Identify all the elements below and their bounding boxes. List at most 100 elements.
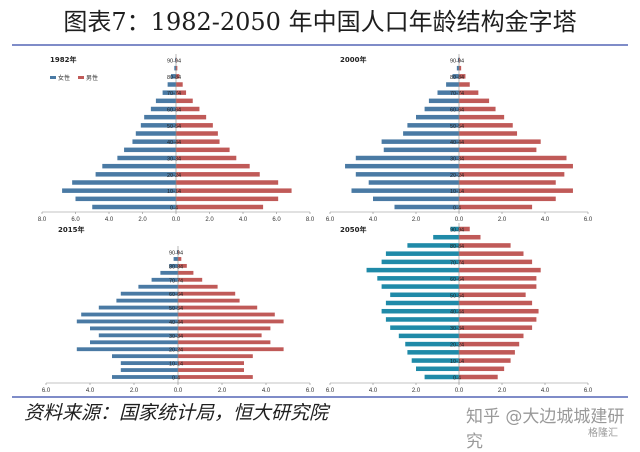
female-bar-15-19: [72, 180, 176, 185]
age-label-90-94: 90-94: [450, 59, 464, 65]
age-label-60-64: 60-64: [167, 108, 181, 114]
age-label-40-44: 40-44: [169, 320, 183, 326]
age-label-20-24: 20-24: [167, 173, 181, 179]
female-bar-50-54: [140, 123, 176, 128]
x-tick-label: 2.0: [412, 388, 421, 394]
male-bar-75-79: [178, 270, 194, 275]
chart-title: 2050年: [340, 225, 366, 234]
x-tick-label: 2.0: [498, 217, 507, 223]
female-bar-15-19: [368, 180, 459, 185]
legend-swatch-male: [78, 76, 84, 79]
age-label-50-54: 50-54: [169, 306, 183, 312]
female-bar-5-9: [120, 368, 178, 372]
female-bar-80-84: [169, 263, 178, 268]
male-bar-50-54: [459, 123, 513, 128]
male-bar-55-59: [176, 114, 207, 120]
female-bar-85-89: [433, 234, 459, 240]
female-bar-75-79: [446, 82, 459, 87]
female-bar-60-64: [150, 106, 176, 112]
age-label-0-4: 0-4: [453, 376, 461, 382]
male-bar-50-54: [459, 292, 526, 298]
male-bar-40-44: [459, 308, 539, 314]
female-bar-30-34: [390, 325, 459, 330]
age-label-60-64: 60-64: [450, 277, 464, 283]
female-bar-45-49: [403, 131, 459, 136]
age-label-70-74: 70-74: [169, 278, 183, 284]
male-bar-75-79: [176, 82, 183, 87]
age-label-80-84: 80-84: [167, 75, 181, 81]
male-bar-20-24: [176, 172, 260, 177]
female-bar-15-19: [407, 350, 459, 355]
female-bar-30-34: [355, 155, 459, 161]
male-bar-0-4: [459, 374, 498, 380]
brand-watermark: 格隆汇: [588, 428, 618, 439]
male-bar-55-59: [459, 284, 537, 289]
x-tick-label: 2.0: [498, 388, 507, 394]
female-bar-90-94: [176, 250, 178, 254]
male-bar-55-59: [459, 114, 505, 120]
male-bar-60-64: [459, 106, 496, 112]
male-bar-90-94: [176, 57, 177, 63]
female-bar-50-54: [407, 123, 459, 128]
male-bar-85-89: [176, 65, 178, 71]
male-bar-20-24: [178, 347, 284, 352]
age-label-50-54: 50-54: [450, 124, 464, 130]
male-bar-45-49: [459, 131, 518, 136]
footer-rule: [12, 396, 628, 398]
age-label-10-14: 10-14: [169, 362, 183, 368]
male-bar-65-69: [459, 267, 541, 273]
female-bar-75-79: [167, 82, 176, 87]
male-bar-60-64: [459, 276, 537, 281]
female-bar-40-44: [381, 139, 459, 144]
male-bar-15-19: [178, 354, 253, 359]
female-bar-90-94: [450, 226, 459, 232]
male-bar-5-9: [178, 368, 244, 372]
female-bar-80-84: [452, 74, 459, 79]
female-bar-85-89: [174, 65, 176, 71]
male-bar-45-49: [178, 312, 275, 317]
chart-title: 2015年: [58, 225, 84, 234]
title-rule: [12, 44, 628, 46]
female-bar-20-24: [405, 341, 459, 347]
age-label-30-34: 30-34: [167, 157, 181, 163]
age-label-90-94: 90-94: [450, 228, 464, 234]
female-bar-50-54: [98, 305, 178, 310]
female-bar-55-59: [416, 114, 459, 120]
x-tick-label: 4.0: [541, 217, 550, 223]
male-bar-75-79: [459, 251, 524, 256]
male-bar-80-84: [459, 243, 511, 248]
x-tick-label: 4.0: [239, 217, 248, 223]
legend-label-male: 男性: [86, 74, 98, 82]
age-label-0-4: 0-4: [453, 206, 461, 212]
male-bar-30-34: [459, 325, 533, 330]
female-bar-40-44: [132, 139, 176, 144]
female-bar-0-4: [112, 375, 178, 379]
x-tick-label: 0.0: [455, 217, 464, 223]
female-bar-65-69: [138, 284, 178, 289]
female-bar-70-74: [381, 259, 459, 265]
female-bar-30-34: [98, 333, 178, 338]
male-bar-10-14: [176, 188, 292, 193]
x-tick-label: 4.0: [369, 217, 378, 223]
male-bar-65-69: [178, 284, 218, 289]
age-label-0-4: 0-4: [172, 376, 180, 382]
male-bar-25-29: [176, 163, 250, 169]
male-bar-20-24: [459, 341, 520, 347]
x-tick-label: 6.0: [71, 217, 80, 223]
x-tick-label: 2.0: [138, 217, 147, 223]
chart-title: 2000年: [340, 55, 366, 64]
female-bar-5-9: [373, 196, 459, 202]
female-bar-60-64: [424, 106, 459, 112]
male-bar-0-4: [459, 204, 533, 210]
male-bar-45-49: [459, 300, 533, 306]
age-label-60-64: 60-64: [450, 108, 464, 114]
female-bar-10-14: [120, 361, 178, 366]
female-bar-10-14: [411, 358, 459, 363]
male-bar-75-79: [459, 82, 470, 87]
male-bar-90-94: [178, 250, 179, 254]
x-tick-label: 4.0: [369, 388, 378, 394]
x-tick-label: 8.0: [306, 217, 315, 223]
female-bar-25-29: [398, 333, 459, 339]
x-tick-label: 4.0: [86, 388, 95, 394]
female-bar-45-49: [81, 312, 178, 317]
